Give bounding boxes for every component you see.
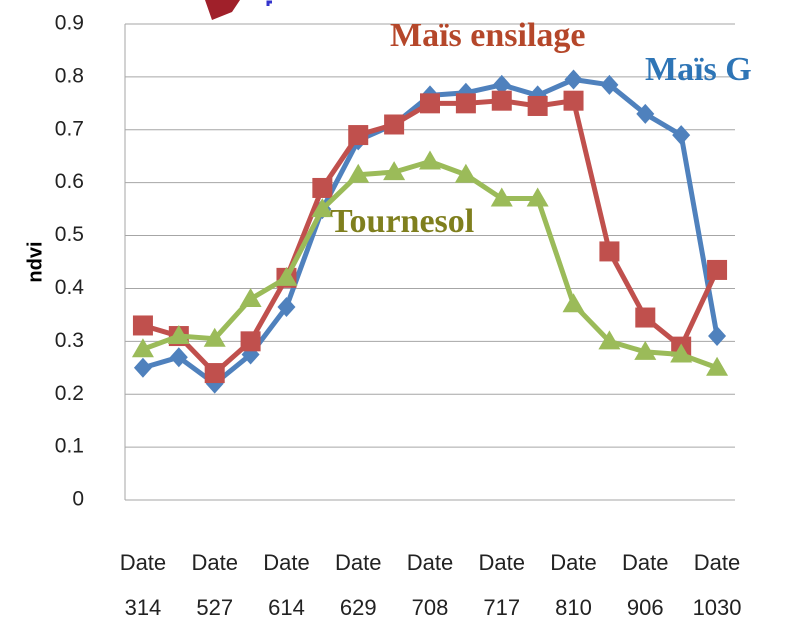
x-tick-label: Date 1030 — [692, 550, 742, 620]
marker — [455, 93, 476, 114]
marker — [275, 266, 298, 286]
series-annotation: Maïs ensilage — [390, 17, 585, 54]
marker — [562, 293, 585, 313]
marker — [384, 114, 405, 135]
marker — [635, 307, 656, 328]
y-tick-label: 0.7 — [55, 117, 84, 140]
marker — [600, 74, 619, 95]
marker — [670, 343, 693, 363]
marker — [492, 74, 511, 95]
marker — [706, 356, 729, 376]
y-tick-label: 0.8 — [55, 64, 84, 87]
marker — [383, 161, 406, 181]
marker — [133, 357, 152, 378]
y-tick-label: 0.1 — [55, 435, 84, 458]
marker — [204, 363, 225, 384]
marker — [491, 90, 512, 111]
series-annotation: Tournesol — [330, 203, 474, 240]
marker — [527, 95, 548, 116]
marker — [169, 347, 188, 368]
marker — [599, 241, 620, 262]
x-tick-label: Date 614 — [263, 550, 310, 620]
series-line — [142, 159, 718, 371]
marker — [564, 69, 583, 90]
marker — [563, 90, 584, 111]
marker — [203, 327, 226, 347]
series-annotation: Maïs G — [645, 51, 752, 88]
marker — [312, 177, 333, 198]
x-tick-label: Date 906 — [622, 550, 669, 620]
x-tick-label: Date 810 — [550, 550, 597, 620]
marker — [131, 338, 154, 358]
marker — [708, 326, 727, 347]
y-tick-label: 0.2 — [55, 382, 84, 405]
marker — [347, 163, 370, 183]
x-tick-label: Date 314 — [119, 550, 167, 620]
marker — [636, 103, 655, 124]
decoration — [205, 0, 240, 20]
x-tick-label: Date 527 — [191, 550, 238, 620]
marker — [419, 150, 441, 170]
x-tick-label: Date 708 — [406, 550, 454, 620]
y-tick-label: 0.5 — [55, 223, 84, 246]
y-tick-label: 0.6 — [55, 170, 84, 193]
marker — [239, 288, 262, 308]
marker — [526, 187, 549, 207]
marker — [707, 259, 728, 280]
y-axis-label: ndvi — [24, 241, 46, 282]
marker — [132, 315, 153, 336]
marker — [277, 296, 296, 317]
y-tick-label: 0 — [72, 488, 84, 511]
x-tick-label: Date 629 — [334, 550, 382, 620]
decoration — [266, 0, 272, 6]
marker — [240, 331, 261, 352]
y-tick-label: 0.4 — [55, 276, 85, 299]
marker — [420, 93, 440, 114]
marker — [167, 325, 190, 345]
marker — [634, 340, 657, 360]
marker — [311, 198, 334, 218]
x-tick-label: Date 717 — [478, 550, 525, 620]
marker — [454, 163, 477, 183]
y-tick-label: 0.9 — [55, 12, 84, 35]
marker — [348, 125, 369, 146]
marker — [490, 187, 513, 207]
marker — [672, 125, 691, 146]
y-tick-label: 0.3 — [55, 329, 84, 352]
marker — [598, 330, 621, 350]
